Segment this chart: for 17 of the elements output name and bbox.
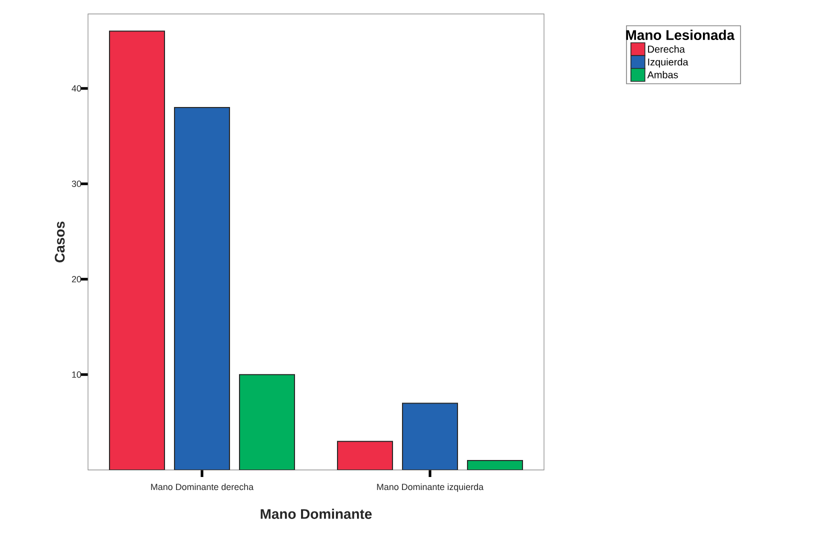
y-axis-title: Casos: [54, 222, 65, 262]
bar: [174, 106, 230, 470]
bar: [337, 440, 394, 470]
legend-label: Derecha: [648, 45, 685, 53]
y-tick-label: 10: [72, 371, 82, 378]
legend-title: Mano Lesionada: [626, 30, 735, 40]
bar: [402, 402, 458, 470]
x-tick-label: Mano Dominante derecha: [151, 484, 254, 490]
y-tick-label: 40: [72, 85, 82, 92]
bar: [239, 374, 296, 470]
x-tick-label: Mano Dominante izquierda: [377, 484, 484, 492]
y-tick-label: 30: [72, 180, 82, 187]
y-tick-label: 20: [72, 276, 82, 282]
legend-label: Ambas: [647, 71, 678, 78]
bar: [109, 30, 166, 470]
x-axis-title: Mano Dominante: [260, 508, 372, 519]
legend-label: Izquierda: [648, 58, 688, 68]
